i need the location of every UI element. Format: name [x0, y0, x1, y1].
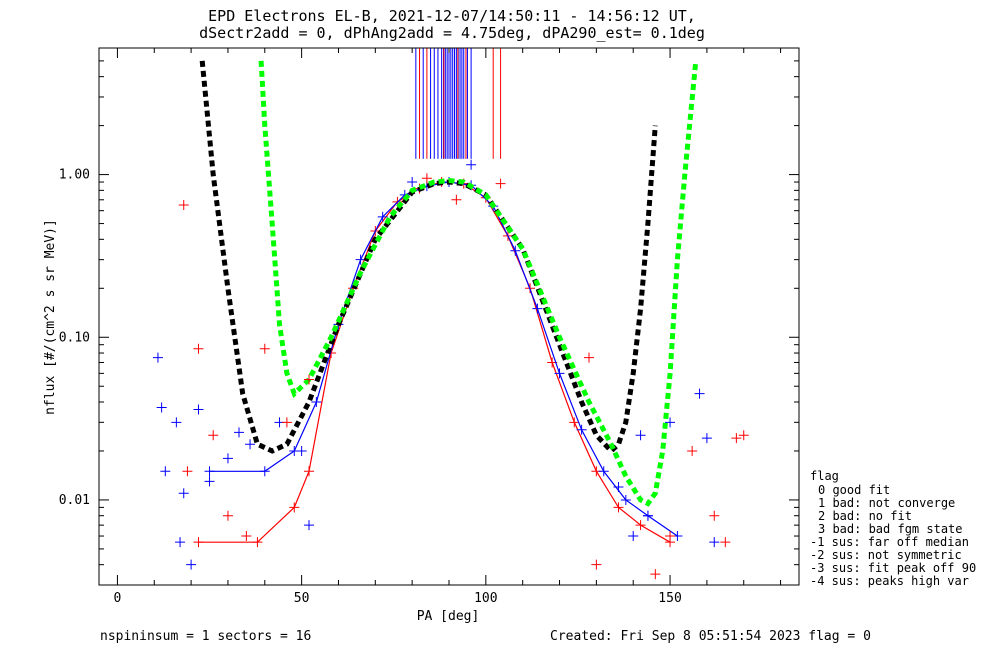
data-point-marker: [178, 488, 189, 499]
data-point-marker: [613, 502, 624, 513]
data-point-marker: [193, 343, 204, 354]
data-point-marker: [510, 245, 521, 256]
y-tick-label: 0.01: [59, 493, 90, 508]
data-point-marker: [377, 211, 388, 222]
data-point-marker: [222, 510, 233, 521]
data-point-marker: [709, 510, 720, 521]
chart-title: EPD Electrons EL-B, 2021-12-07/14:50:11 …: [208, 7, 696, 25]
data-point-marker: [193, 404, 204, 415]
data-point-marker: [650, 569, 661, 580]
flag-legend-item: -4 sus: peaks high var: [810, 574, 969, 588]
data-point-marker: [665, 417, 676, 428]
data-point-marker: [665, 531, 676, 542]
flag-legend-item: 2 bad: no fit: [818, 509, 912, 523]
data-series-line: [198, 181, 671, 543]
data-point-marker: [466, 159, 477, 170]
data-point-marker: [245, 439, 256, 450]
axes: 0 50 100 150 0.01 0.10 1.00: [59, 47, 799, 606]
data-point-marker: [731, 433, 742, 444]
chart-subtitle: dSectr2add = 0, dPhAng2add = 4.75deg, dP…: [199, 24, 705, 42]
data-point-marker: [694, 388, 705, 399]
y-tick-label: 0.10: [59, 330, 90, 345]
y-axis-label: nflux [#/(cm^2 s sr MeV)]: [43, 219, 58, 415]
data-point-marker: [156, 402, 167, 413]
data-point-marker: [304, 374, 314, 385]
flag-legend-item: -3 sus: fit peak off 90: [810, 561, 976, 575]
data-point-marker: [554, 368, 565, 379]
data-point-marker: [234, 427, 244, 438]
footer-left: nspininsum = 1 sectors = 16: [100, 629, 311, 644]
data-point-marker: [709, 537, 720, 548]
data-point-marker: [171, 417, 182, 428]
data-series-line: [209, 181, 678, 537]
data-point-marker: [204, 476, 215, 487]
data-point-marker: [451, 194, 462, 205]
data-point-marker: [222, 453, 233, 464]
data-point-marker: [720, 537, 731, 548]
fit-curve-line: [199, 60, 658, 455]
data-point-marker: [628, 531, 639, 542]
data-point-marker: [311, 396, 322, 407]
data-point-marker: [701, 433, 712, 444]
data-point-marker: [259, 343, 270, 354]
data-point-marker: [252, 537, 263, 548]
data-point-marker: [304, 466, 314, 477]
data-point-marker: [178, 200, 189, 211]
data-point-marker: [738, 430, 749, 441]
data-point-marker: [175, 537, 186, 548]
data-point-marker: [642, 510, 653, 521]
data-point-marker: [152, 352, 163, 363]
flag-legend-item: 1 bad: not converge: [818, 496, 955, 510]
data-point-marker: [304, 520, 314, 531]
flag-legend: flag 0 good fit 1 bad: not converge 2 ba…: [810, 469, 976, 588]
data-point-marker: [281, 417, 292, 428]
data-point-marker: [204, 466, 215, 477]
data-point-marker: [635, 520, 646, 531]
y-tick-label: 1.00: [59, 168, 90, 183]
data-point-marker: [620, 494, 631, 505]
plot-content: [152, 48, 749, 580]
data-point-marker: [576, 424, 587, 435]
data-point-marker: [182, 466, 193, 477]
x-tick-label: 100: [474, 591, 497, 606]
data-point-marker: [495, 178, 506, 189]
footer-right: Created: Fri Sep 8 05:51:54 2023 flag = …: [550, 629, 871, 644]
data-point-marker: [208, 430, 219, 441]
data-point-marker: [241, 531, 252, 542]
data-point-marker: [407, 177, 418, 188]
data-point-marker: [532, 303, 543, 314]
data-point-marker: [289, 502, 300, 513]
data-point-marker: [193, 537, 204, 548]
data-point-marker: [259, 466, 270, 477]
data-point-marker: [160, 466, 171, 477]
x-axis-label: PA [deg]: [417, 609, 480, 624]
flag-legend-item: -1 sus: far off median: [810, 535, 969, 549]
data-point-marker: [584, 352, 594, 363]
data-point-marker: [591, 559, 602, 570]
flag-legend-heading: flag: [810, 469, 839, 483]
x-tick-label: 0: [114, 591, 122, 606]
data-point-marker: [569, 417, 580, 428]
flag-legend-item: 3 bad: bad fgm state: [818, 522, 963, 536]
data-point-marker: [635, 430, 646, 441]
x-tick-label: 150: [658, 591, 681, 606]
x-tick-label: 50: [294, 591, 310, 606]
data-point-marker: [687, 445, 698, 456]
data-point-marker: [186, 559, 197, 570]
data-point-marker: [296, 445, 307, 456]
data-point-marker: [421, 173, 432, 184]
flag-legend-item: 0 good fit: [818, 483, 890, 497]
flag-legend-item: -2 sus: not symmetric: [810, 548, 962, 562]
data-point-marker: [613, 482, 624, 493]
fit-curve-line: [258, 60, 699, 507]
data-point-marker: [598, 466, 609, 477]
plot-area: [152, 48, 749, 580]
